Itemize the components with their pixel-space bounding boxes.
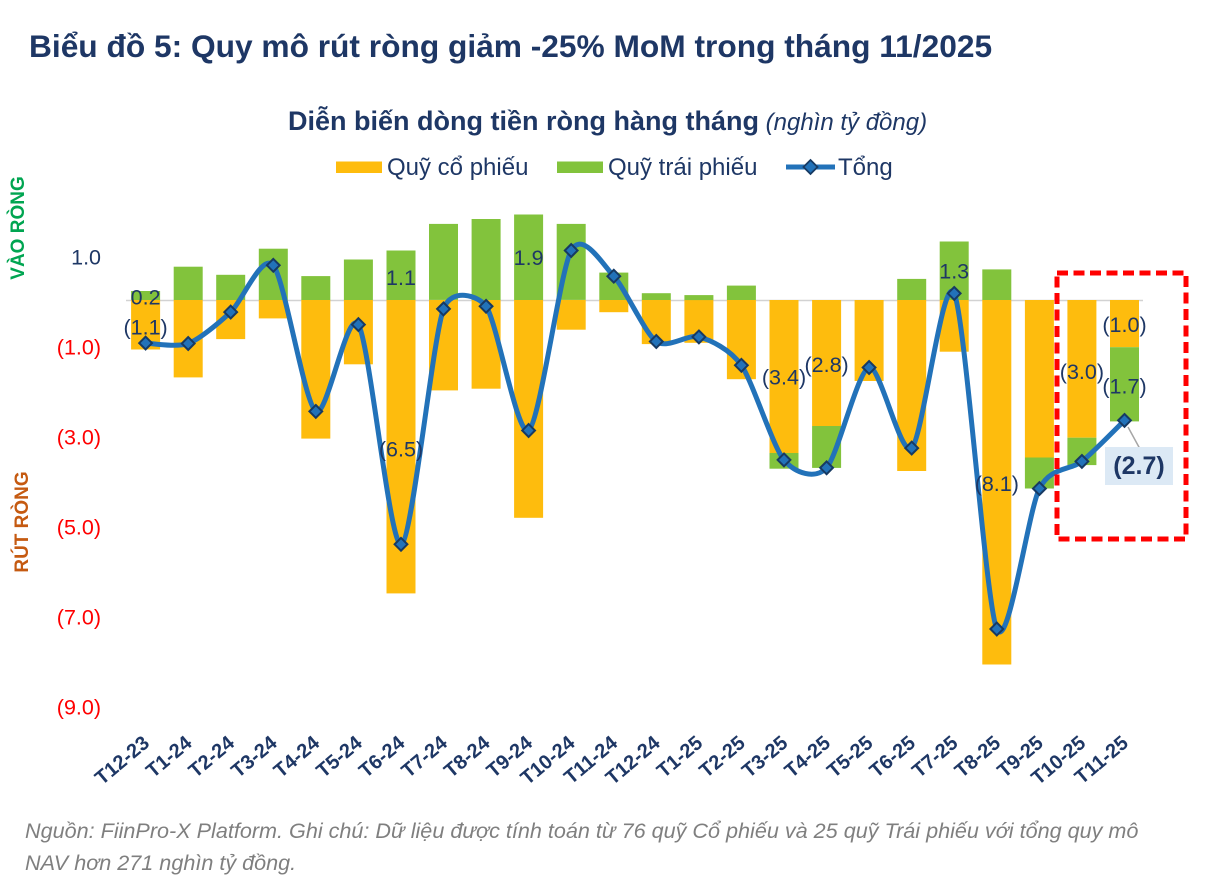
svg-text:Quỹ cổ phiếu: Quỹ cổ phiếu <box>387 154 528 181</box>
svg-text:(8.1): (8.1) <box>975 472 1019 496</box>
svg-text:(3.0): (3.0) <box>57 426 101 450</box>
svg-text:(9.0): (9.0) <box>57 696 101 720</box>
svg-text:(7.0): (7.0) <box>57 606 101 630</box>
svg-text:VÀO RÒNG: VÀO RÒNG <box>7 176 29 279</box>
svg-text:Tổng: Tổng <box>838 154 893 181</box>
svg-text:(5.0): (5.0) <box>57 516 101 540</box>
svg-text:Nguồn: FiinPro-X Platform. Ghi: Nguồn: FiinPro-X Platform. Ghi chú: Dữ l… <box>25 818 1138 843</box>
svg-text:NAV hơn 271 nghìn tỷ đồng.: NAV hơn 271 nghìn tỷ đồng. <box>25 850 296 875</box>
svg-text:(3.4): (3.4) <box>762 366 806 390</box>
svg-text:(1.0): (1.0) <box>57 336 101 360</box>
svg-text:1.3: 1.3 <box>939 260 969 284</box>
svg-text:0.2: 0.2 <box>131 286 161 310</box>
svg-text:(6.5): (6.5) <box>379 438 423 462</box>
svg-text:(1.7): (1.7) <box>1102 375 1146 399</box>
svg-text:(1.1): (1.1) <box>123 316 167 340</box>
svg-text:(2.8): (2.8) <box>804 353 848 377</box>
svg-text:1.9: 1.9 <box>514 246 544 270</box>
svg-text:1.0: 1.0 <box>71 246 101 270</box>
svg-text:(3.0): (3.0) <box>1060 360 1104 384</box>
svg-text:Biểu đồ 5: Quy mô rút ròng giả: Biểu đồ 5: Quy mô rút ròng giảm -25% MoM… <box>29 28 992 64</box>
svg-text:RÚT RÒNG: RÚT RÒNG <box>11 471 33 572</box>
svg-text:Quỹ trái phiếu: Quỹ trái phiếu <box>608 154 757 181</box>
svg-text:1.1: 1.1 <box>386 266 416 290</box>
svg-text:(1.0): (1.0) <box>1102 313 1146 337</box>
svg-text:(2.7): (2.7) <box>1113 452 1164 480</box>
svg-text:Diễn biến dòng tiền ròng hàng: Diễn biến dòng tiền ròng hàng tháng (ngh… <box>288 105 927 136</box>
